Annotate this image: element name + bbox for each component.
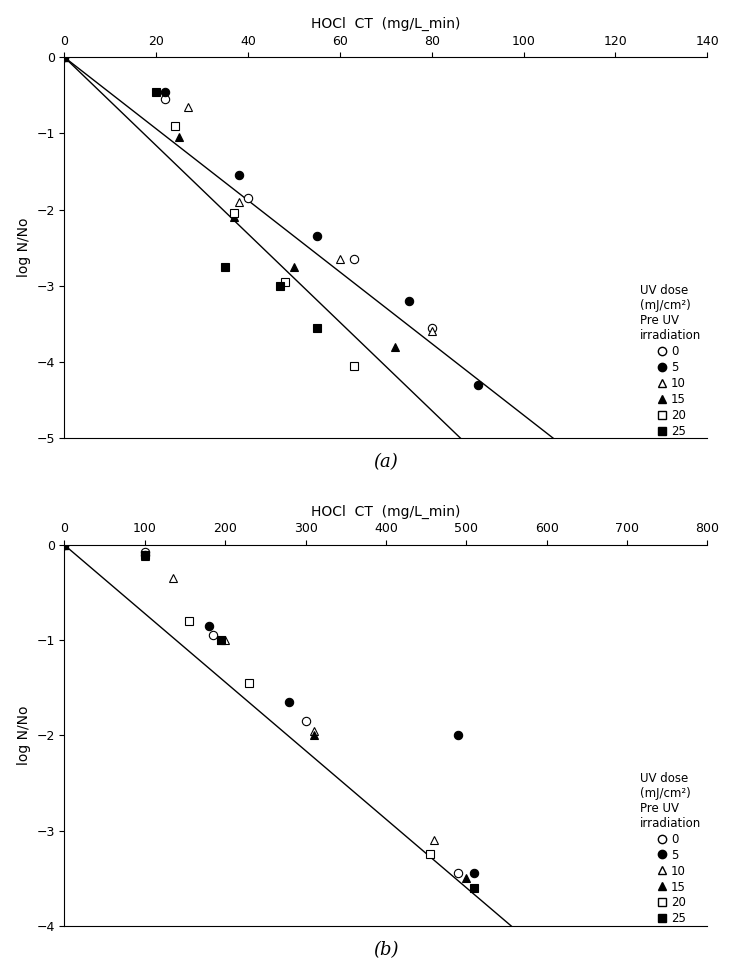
Y-axis label: log N/No: log N/No bbox=[17, 218, 31, 278]
Text: (a): (a) bbox=[373, 453, 398, 471]
X-axis label: HOCl  CT  (mg/L_min): HOCl CT (mg/L_min) bbox=[311, 505, 461, 518]
X-axis label: HOCl  CT  (mg/L_min): HOCl CT (mg/L_min) bbox=[311, 17, 461, 31]
Y-axis label: log N/No: log N/No bbox=[17, 705, 31, 766]
Text: (b): (b) bbox=[373, 941, 399, 959]
Legend: 0, 5, 10, 15, 20, 25: 0, 5, 10, 15, 20, 25 bbox=[640, 771, 701, 925]
Legend: 0, 5, 10, 15, 20, 25: 0, 5, 10, 15, 20, 25 bbox=[640, 284, 701, 437]
